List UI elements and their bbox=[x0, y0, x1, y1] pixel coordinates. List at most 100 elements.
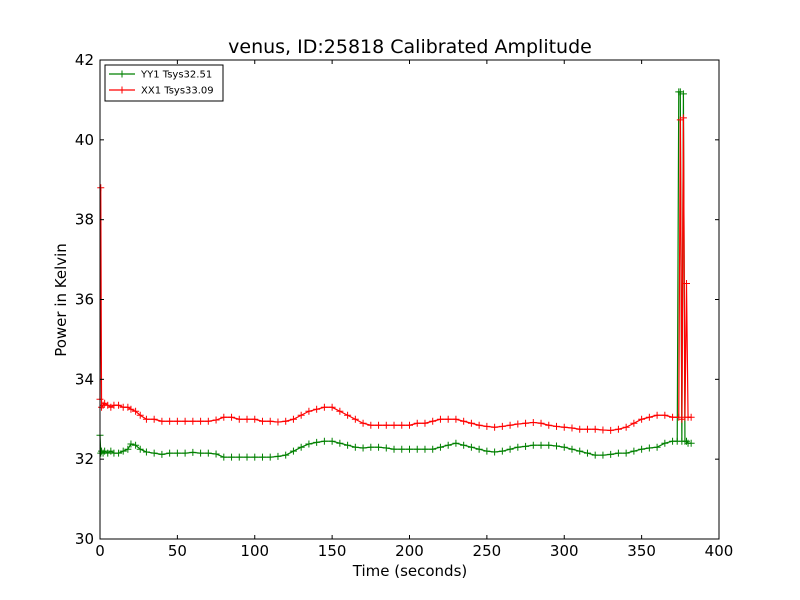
data-point bbox=[568, 424, 576, 432]
data-point bbox=[506, 421, 514, 429]
data-point bbox=[583, 449, 591, 457]
data-point bbox=[115, 401, 123, 409]
data-point bbox=[132, 407, 140, 415]
x-tick-label: 150 bbox=[318, 542, 347, 560]
data-point bbox=[127, 405, 135, 413]
y-tick-label: 42 bbox=[75, 51, 94, 69]
data-point bbox=[560, 423, 568, 431]
data-point bbox=[220, 413, 228, 421]
data-point bbox=[529, 418, 537, 426]
data-point bbox=[467, 419, 475, 427]
data-point bbox=[328, 403, 336, 411]
data-point bbox=[522, 419, 530, 427]
data-point bbox=[297, 443, 305, 451]
data-point bbox=[212, 450, 220, 458]
data-point bbox=[197, 417, 205, 425]
data-point bbox=[235, 415, 243, 423]
data-point bbox=[429, 445, 437, 453]
data-point bbox=[444, 441, 452, 449]
data-point bbox=[460, 441, 468, 449]
data-point bbox=[359, 419, 367, 427]
data-point bbox=[568, 445, 576, 453]
y-axis-label: Power in Kelvin bbox=[52, 243, 70, 357]
data-point bbox=[136, 445, 144, 453]
data-point bbox=[653, 443, 661, 451]
data-point bbox=[197, 449, 205, 457]
data-point bbox=[436, 415, 444, 423]
data-point bbox=[452, 439, 460, 447]
data-point bbox=[382, 444, 390, 452]
plot-layer bbox=[96, 88, 695, 461]
data-point bbox=[406, 445, 413, 453]
data-point bbox=[467, 443, 475, 451]
data-point bbox=[132, 441, 140, 449]
data-point bbox=[282, 417, 290, 425]
data-point bbox=[491, 423, 499, 431]
legend-label: YY1 Tsys32.51 bbox=[140, 70, 212, 81]
legend-box bbox=[104, 64, 224, 102]
data-point bbox=[305, 440, 313, 448]
data-point bbox=[115, 449, 123, 457]
data-point bbox=[687, 439, 695, 447]
data-point bbox=[421, 445, 429, 453]
data-point bbox=[645, 413, 653, 421]
data-point bbox=[614, 425, 622, 433]
data-point bbox=[498, 422, 506, 430]
data-point bbox=[599, 451, 607, 459]
data-point bbox=[274, 452, 282, 460]
data-point bbox=[305, 407, 313, 415]
data-point bbox=[136, 411, 144, 419]
data-point bbox=[537, 419, 545, 427]
data-point bbox=[583, 425, 591, 433]
data-point bbox=[591, 451, 599, 459]
data-point bbox=[429, 417, 437, 425]
data-point bbox=[630, 419, 638, 427]
series-0 bbox=[96, 88, 695, 461]
data-point bbox=[375, 421, 383, 429]
data-point bbox=[235, 453, 243, 461]
data-point bbox=[297, 411, 305, 419]
data-point bbox=[150, 449, 158, 457]
data-point bbox=[367, 421, 375, 429]
data-point bbox=[124, 445, 132, 453]
data-point bbox=[212, 416, 220, 424]
data-point bbox=[243, 415, 251, 423]
x-tick-label: 200 bbox=[395, 542, 424, 560]
data-point bbox=[189, 417, 197, 425]
data-point bbox=[382, 421, 390, 429]
data-point bbox=[475, 421, 483, 429]
data-point bbox=[282, 451, 290, 459]
data-point bbox=[251, 415, 259, 423]
data-point bbox=[336, 439, 344, 447]
data-point bbox=[289, 447, 297, 455]
data-point bbox=[607, 450, 615, 458]
data-point bbox=[266, 453, 274, 461]
data-point bbox=[591, 425, 599, 433]
data-point bbox=[158, 450, 166, 458]
data-point bbox=[514, 420, 522, 428]
data-point bbox=[452, 415, 460, 423]
data-point bbox=[413, 419, 421, 427]
y-tick-label: 30 bbox=[75, 530, 94, 548]
x-axis-label: Time (seconds) bbox=[352, 562, 468, 580]
data-point bbox=[313, 405, 321, 413]
chart-title: venus, ID:25818 Calibrated Amplitude bbox=[228, 36, 592, 58]
data-point bbox=[622, 449, 630, 457]
x-tick-label: 0 bbox=[95, 542, 105, 560]
legend: YY1 Tsys32.51 XX1 Tsys33.09 bbox=[104, 64, 224, 102]
data-point bbox=[661, 439, 669, 447]
data-point bbox=[638, 445, 646, 453]
data-point bbox=[491, 448, 499, 456]
data-point bbox=[204, 417, 212, 425]
x-tick-label: 400 bbox=[705, 542, 734, 560]
y-tick-label: 40 bbox=[75, 131, 94, 149]
data-point bbox=[375, 443, 383, 451]
y-tick-label: 34 bbox=[75, 370, 94, 388]
series-line bbox=[99, 91, 692, 458]
data-point bbox=[398, 421, 406, 429]
legend-label: XX1 Tsys33.09 bbox=[141, 86, 214, 97]
data-point bbox=[645, 444, 653, 452]
data-point bbox=[97, 184, 105, 192]
data-point bbox=[181, 417, 189, 425]
